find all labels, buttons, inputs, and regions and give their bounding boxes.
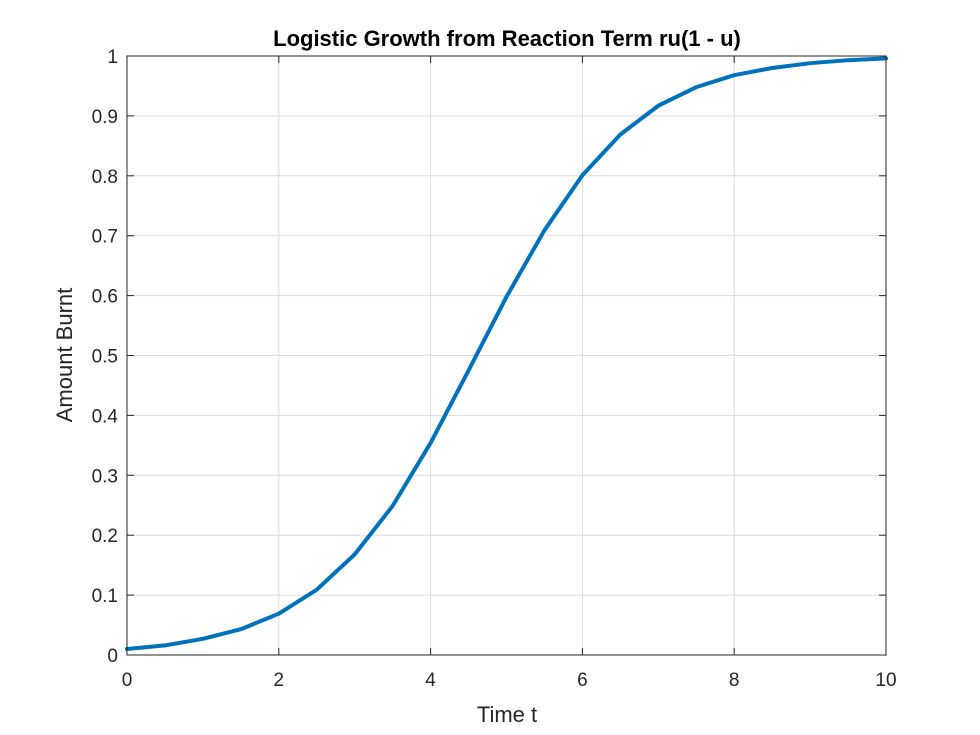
series-line <box>125 56 888 652</box>
y-tick-label: 0.1 <box>92 586 118 607</box>
x-tick-label: 10 <box>875 670 896 691</box>
x-tick-label: 8 <box>729 670 740 691</box>
x-tick-label: 0 <box>122 670 133 691</box>
y-tick-label: 0.3 <box>92 466 118 487</box>
y-tick-label: 0.9 <box>92 107 118 128</box>
x-tick-label: 6 <box>577 670 588 691</box>
series-layer <box>125 56 888 652</box>
y-tick-label: 0.7 <box>92 227 118 248</box>
y-axis-label: Amount Burnt <box>52 288 77 423</box>
y-tick-label: 0.6 <box>92 287 118 308</box>
y-tick-label: 0 <box>107 646 118 667</box>
tick-labels: 0 2 4 6 8 10 0 0.1 0.2 0.3 0.4 0.5 0.6 0.7 0.8 0.9 1 <box>92 47 897 691</box>
x-tick-label: 4 <box>425 670 436 691</box>
x-tick-label: 2 <box>274 670 285 691</box>
y-tick-label: 0.8 <box>92 167 118 188</box>
y-tick-label: 0.2 <box>92 526 118 547</box>
grid <box>126 55 887 656</box>
chart-title: Logistic Growth from Reaction Term ru(1 … <box>273 26 741 51</box>
y-tick-label: 0.5 <box>92 347 118 368</box>
y-tick-label: 0.4 <box>92 406 119 427</box>
axes <box>126 55 887 656</box>
x-axis-label: Time t <box>477 702 537 727</box>
y-tick-label: 1 <box>107 47 118 68</box>
